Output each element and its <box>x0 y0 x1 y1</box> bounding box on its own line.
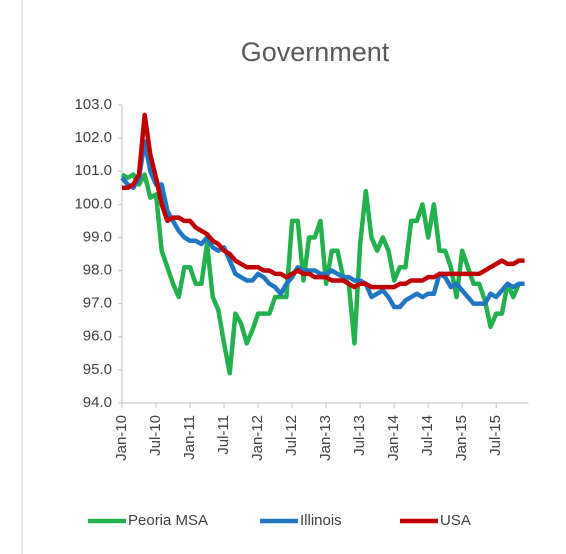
legend-label: USA <box>440 512 471 529</box>
x-tick-label: Jan-14 <box>385 415 402 461</box>
y-tick-label: 102.0 <box>74 129 112 146</box>
y-tick-label: 98.0 <box>83 262 112 279</box>
x-tick-label: Jan-15 <box>453 415 470 461</box>
x-tick-label: Jul-12 <box>283 415 300 456</box>
y-tick-label: 99.0 <box>83 228 112 245</box>
y-tick-label: 96.0 <box>83 328 112 345</box>
x-tick-label: Jul-10 <box>147 415 164 456</box>
y-tick-label: 103.0 <box>74 96 112 113</box>
x-tick-label: Jul-14 <box>419 415 436 456</box>
y-tick-label: 101.0 <box>74 162 112 179</box>
y-tick-label: 95.0 <box>83 361 112 378</box>
series-line <box>122 112 525 290</box>
x-tick-label: Jan-11 <box>181 415 198 460</box>
y-tick-label: 100.0 <box>74 195 112 212</box>
x-tick-label: Jan-10 <box>113 415 130 461</box>
legend-label: Illinois <box>300 512 342 529</box>
x-tick-label: Jan-13 <box>317 415 334 461</box>
series-line <box>120 172 525 376</box>
x-tick-label: Jul-13 <box>351 415 368 456</box>
chart-title: Government <box>241 37 390 67</box>
x-tick-label: Jan-12 <box>249 415 266 461</box>
x-tick-label: Jul-15 <box>487 415 504 456</box>
series-line <box>120 139 525 310</box>
y-tick-label: 97.0 <box>83 295 112 312</box>
y-tick-label: 94.0 <box>83 394 112 411</box>
x-tick-label: Jul-11 <box>215 415 232 455</box>
legend-label: Peoria MSA <box>128 512 208 529</box>
